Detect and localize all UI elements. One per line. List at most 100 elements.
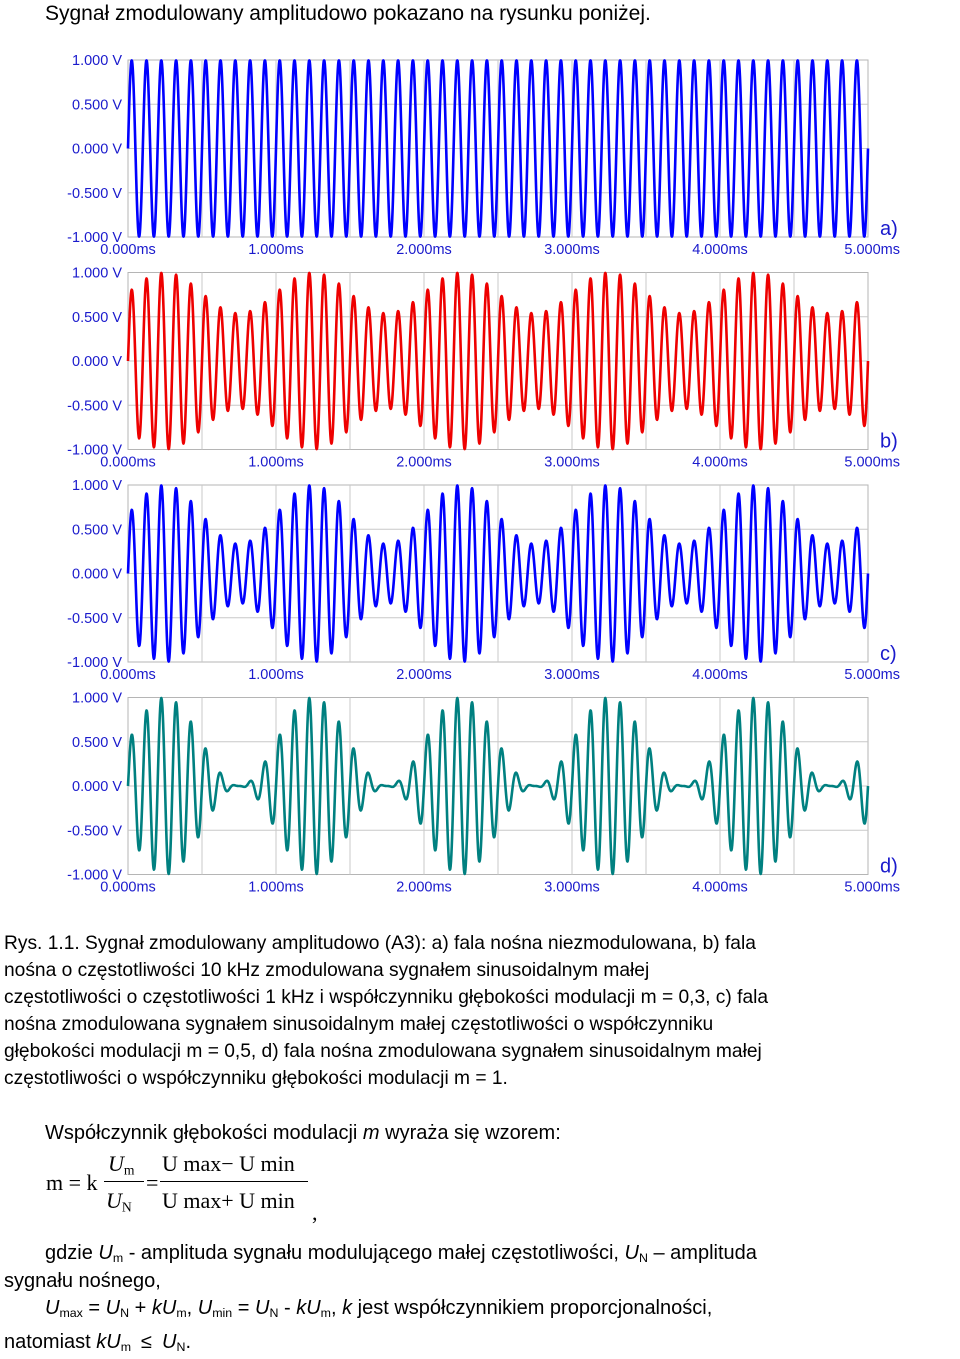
x-tick-label: 4.000ms <box>692 880 748 896</box>
y-tick-label: -0.500 V <box>67 611 122 627</box>
rel-sub-m-2: m <box>320 1306 331 1321</box>
x-tick-label: 5.000ms <box>844 242 900 258</box>
panel-label: c) <box>880 643 897 665</box>
x-tick-label: 1.000ms <box>248 455 304 471</box>
x-tick-label: 0.000ms <box>100 242 156 258</box>
rel-sub-m: m <box>176 1306 187 1321</box>
x-tick-label: 2.000ms <box>396 667 452 683</box>
rel-minus: - <box>278 1297 297 1319</box>
y-tick-label: -0.500 V <box>67 186 122 202</box>
formula-intro: Współczynnik głębokości modulacji m wyra… <box>45 1122 561 1145</box>
chart-panel-d: 1.000 V 0.500 V 0.000 V -0.500 V -1.000 V0.0… <box>67 691 900 896</box>
final-k: k <box>96 1331 107 1353</box>
y-tick-label: 0.500 V <box>72 735 122 751</box>
x-tick-label: 3.000ms <box>544 667 600 683</box>
intro-text: Sygnał zmodulowany amplitudowo pokazano … <box>45 2 651 25</box>
y-tick-label: 0.500 V <box>72 522 122 538</box>
num1-sub: m <box>123 1162 135 1178</box>
rel-sub-n-2: N <box>269 1306 279 1321</box>
formula-den2: U max+ U min <box>162 1188 295 1213</box>
num1-u: U <box>108 1151 124 1176</box>
formula-lhs: m = k <box>46 1170 98 1195</box>
rel-k-2: k <box>296 1297 307 1319</box>
rel-u-4: U <box>197 1297 213 1319</box>
y-tick-label: 0.000 V <box>72 142 122 158</box>
final-u: U <box>106 1331 121 1353</box>
y-tick-label: 0.500 V <box>72 310 122 326</box>
fraction-bar-1 <box>104 1181 144 1182</box>
final-line: natomiast kUm ≤ UN. <box>4 1331 191 1354</box>
rel-k: k <box>151 1297 162 1319</box>
y-tick-label: 1.000 V <box>72 691 122 707</box>
final-text: natomiast <box>4 1331 97 1353</box>
y-tick-label: 0.000 V <box>72 779 122 795</box>
panel-label: d) <box>880 856 898 878</box>
x-tick-label: 4.000ms <box>692 455 748 471</box>
rel-sub-n: N <box>120 1306 130 1321</box>
chart-panel-b: 1.000 V 0.500 V 0.000 V -0.500 V -1.000 V0.0… <box>67 266 900 471</box>
caption-line: Rys. 1.1. Sygnał zmodulowany amplitudowo… <box>4 933 756 954</box>
den1-u: U <box>106 1188 122 1213</box>
formula-num2: U max− U min <box>162 1151 295 1176</box>
rel-u-2: U <box>105 1297 121 1319</box>
x-tick-label: 0.000ms <box>100 880 156 896</box>
x-tick-label: 1.000ms <box>248 880 304 896</box>
x-tick-label: 5.000ms <box>844 880 900 896</box>
where-u-2: U <box>624 1242 639 1264</box>
x-tick-label: 3.000ms <box>544 880 600 896</box>
caption-line: częstotliwości o częstotliwości 1 kHz i … <box>4 987 769 1008</box>
final-leq: ≤ <box>141 1331 153 1353</box>
y-tick-label: -0.500 V <box>67 398 122 414</box>
final-sub-n: N <box>176 1340 186 1355</box>
panel-label: b) <box>880 431 898 453</box>
waveform-series <box>126 484 870 663</box>
x-tick-label: 3.000ms <box>544 242 600 258</box>
formula-intro-text-2: wyraża się wzorem: <box>379 1122 561 1144</box>
fraction-bar-2 <box>160 1181 308 1182</box>
x-tick-label: 1.000ms <box>248 667 304 683</box>
relations-line: Umax = UN + kUm, Umin = UN - kUm, k jest… <box>45 1297 712 1320</box>
formula-den1: UN <box>106 1188 132 1215</box>
modulation-formula: m = k Um UN = U max− U min U max+ U min … <box>40 1148 460 1225</box>
where-line-2: sygnału nośnego, <box>4 1270 161 1292</box>
rel-u-5: U <box>255 1297 270 1319</box>
rel-u: U <box>45 1297 60 1319</box>
rel-u-3: U <box>161 1297 177 1319</box>
formula-num1: Um <box>108 1151 135 1178</box>
rel-eq: = <box>82 1297 106 1319</box>
caption-line: głębokości modulacji m = 0,5, d) fala no… <box>4 1041 762 1062</box>
formula-intro-text: Współczynnik głębokości modulacji <box>45 1122 363 1144</box>
waveform-series <box>126 59 870 238</box>
final-dot: . <box>185 1331 191 1353</box>
y-tick-label: -1.000 V <box>67 230 122 246</box>
rel-sub-max: max <box>59 1306 83 1321</box>
x-tick-label: 4.000ms <box>692 667 748 683</box>
final-sub-m: m <box>120 1340 132 1355</box>
x-tick-label: 2.000ms <box>396 455 452 471</box>
panel-label: a) <box>880 218 898 240</box>
modulation-figure: 1.000 V 0.500 V 0.000 V -0.500 V -1.000 V 0.0… <box>0 50 960 900</box>
y-tick-label: -1.000 V <box>67 655 122 671</box>
rel-plus: + <box>129 1297 152 1319</box>
rel-comma: , <box>186 1297 198 1319</box>
caption-line: częstotliwości o współczynniku głębokośc… <box>4 1068 508 1089</box>
x-tick-label: 0.000ms <box>100 455 156 471</box>
rel-eq-2: = <box>232 1297 255 1319</box>
final-u-2: U <box>162 1331 177 1353</box>
formula-comma: , <box>312 1200 318 1225</box>
rel-u-6: U <box>306 1297 321 1319</box>
caption-line: nośna o częstotliwości 10 kHz zmodulowan… <box>4 960 650 981</box>
y-tick-label: 0.000 V <box>72 354 122 370</box>
y-tick-label: 0.500 V <box>72 97 122 113</box>
y-tick-label: 1.000 V <box>72 266 122 282</box>
x-tick-label: 5.000ms <box>844 455 900 471</box>
caption-line: nośna zmodulowana sygnałem sinusoidalnym… <box>4 1014 714 1035</box>
rel-comma-2: , <box>330 1297 343 1319</box>
where-line-1: gdzie Um - amplituda sygnału modulująceg… <box>45 1242 757 1265</box>
y-tick-label: 1.000 V <box>72 53 122 69</box>
y-tick-label: 0.000 V <box>72 567 122 583</box>
x-tick-label: 0.000ms <box>100 667 156 683</box>
rel-sub-min: min <box>212 1306 233 1321</box>
formula-equals: = <box>146 1170 159 1195</box>
y-tick-label: -1.000 V <box>67 868 122 884</box>
